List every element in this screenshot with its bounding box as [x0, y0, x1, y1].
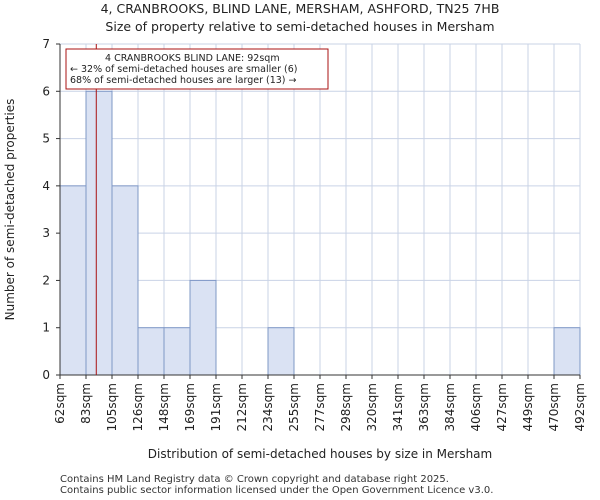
x-tick-label: 363sqm	[417, 383, 431, 431]
histogram-bar	[59, 185, 87, 376]
y-tick-label: 3	[42, 226, 50, 240]
x-tick-label: 406sqm	[469, 383, 483, 431]
histogram-bar	[137, 327, 165, 376]
x-tick-label: 255sqm	[287, 383, 301, 431]
annotation-larger: 68% of semi-detached houses are larger (…	[70, 75, 297, 86]
y-tick-label: 5	[42, 132, 50, 146]
x-tick-label: 148sqm	[157, 383, 171, 431]
x-tick-label: 341sqm	[391, 383, 405, 431]
y-tick-label: 1	[42, 321, 50, 335]
x-tick-label: 169sqm	[183, 383, 197, 431]
y-axis-label: Number of semi-detached properties	[3, 99, 17, 321]
histogram-bar	[163, 327, 191, 376]
histogram-bar	[85, 90, 113, 376]
histogram-bar	[189, 279, 217, 376]
x-tick-label: 470sqm	[547, 383, 561, 431]
histogram-bar	[553, 327, 581, 376]
chart-title: 4, CRANBROOKS, BLIND LANE, MERSHAM, ASHF…	[100, 1, 500, 16]
x-tick-label: 427sqm	[495, 383, 509, 431]
footer-licence: Contains public sector information licen…	[60, 485, 494, 496]
y-tick-label: 0	[42, 368, 50, 382]
histogram-bar	[267, 327, 295, 376]
x-tick-label: 191sqm	[209, 383, 223, 431]
x-tick-label: 105sqm	[105, 383, 119, 431]
annotation-title: 4 CRANBROOKS BLIND LANE: 92sqm	[105, 53, 280, 64]
x-tick-label: 83sqm	[79, 383, 93, 424]
y-tick-label: 6	[42, 84, 50, 98]
chart-subtitle: Size of property relative to semi-detach…	[105, 19, 495, 34]
x-axis-label: Distribution of semi-detached houses by …	[148, 447, 492, 461]
y-tick-label: 2	[42, 273, 50, 287]
x-tick-label: 126sqm	[131, 383, 145, 431]
annotation-box	[65, 48, 329, 90]
x-tick-label: 212sqm	[235, 383, 249, 431]
footer-copyright: Contains HM Land Registry data © Crown c…	[60, 474, 449, 485]
x-tick-label: 320sqm	[365, 383, 379, 431]
x-tick-label: 384sqm	[443, 383, 457, 431]
x-tick-label: 62sqm	[53, 383, 67, 424]
x-tick-label: 234sqm	[261, 383, 275, 431]
histogram-bar	[111, 185, 139, 376]
x-tick-label: 492sqm	[573, 383, 587, 431]
x-tick-label: 449sqm	[521, 383, 535, 431]
annotation-smaller: ← 32% of semi-detached houses are smalle…	[70, 64, 298, 75]
y-tick-label: 7	[42, 37, 50, 51]
x-tick-label: 277sqm	[313, 383, 327, 431]
x-tick-label: 298sqm	[339, 383, 353, 431]
y-tick-label: 4	[42, 179, 50, 193]
